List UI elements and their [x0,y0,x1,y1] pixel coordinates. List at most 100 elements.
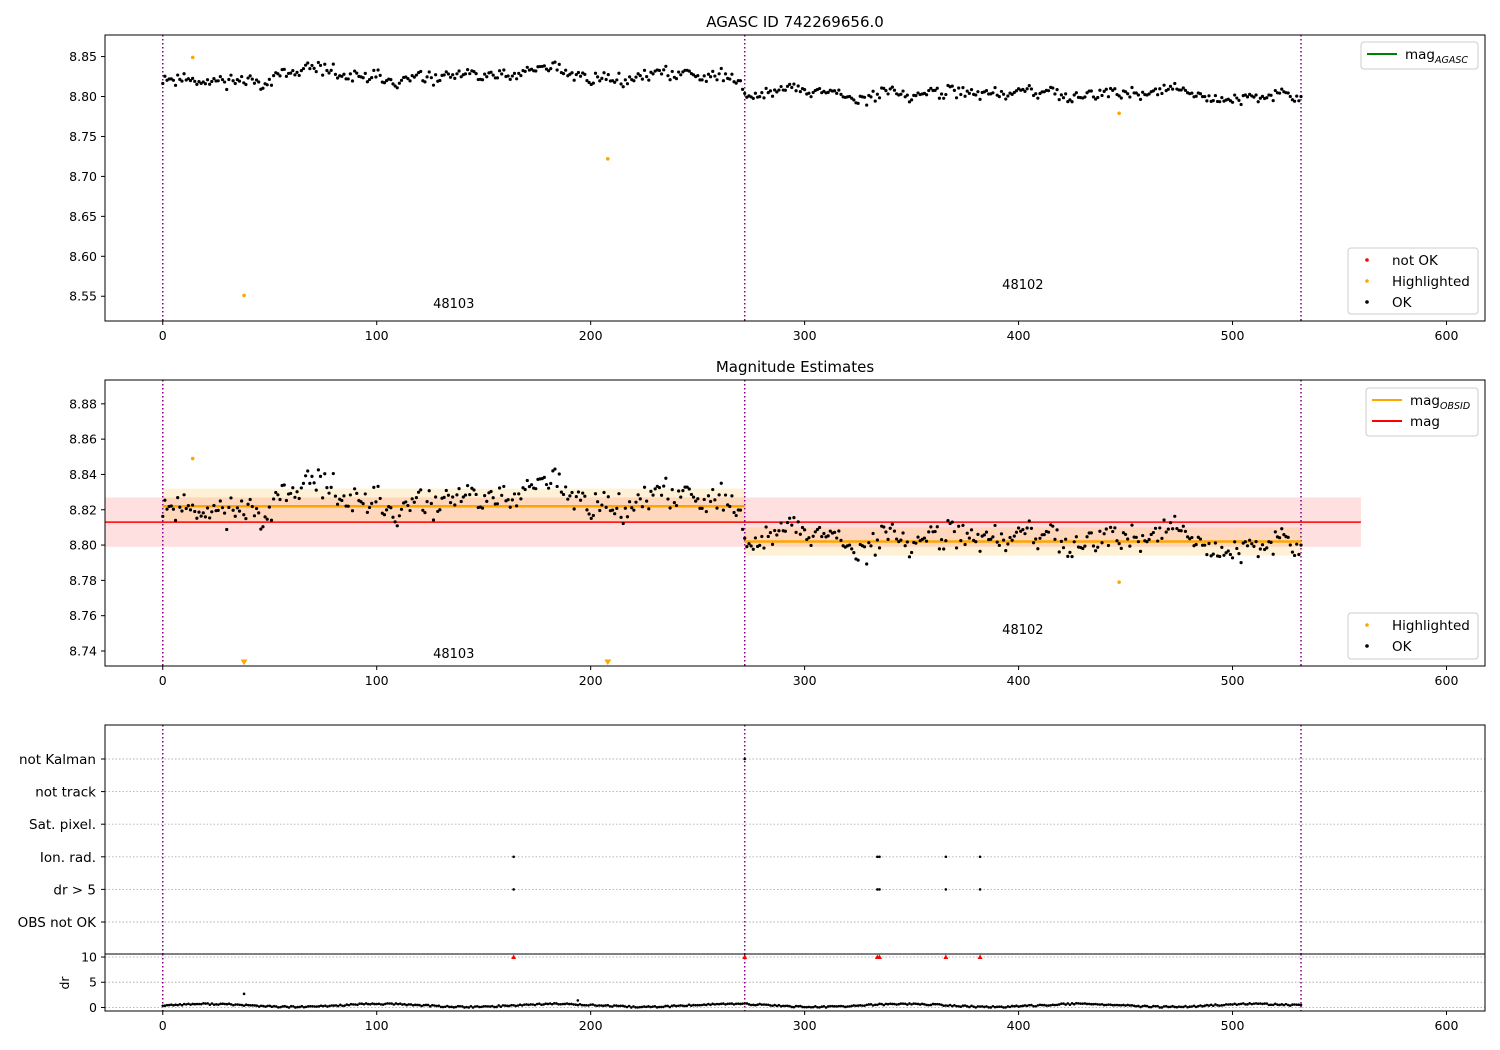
mag-ok-point [694,499,698,503]
mag-ok-point [506,498,510,502]
mag-ok-point [1171,527,1175,531]
dr-point [957,1004,960,1008]
dr-point [779,1004,783,1008]
dr-point [657,1005,661,1009]
mag-ok-point [474,492,478,497]
dr-point [837,1004,841,1008]
mag-ok-point [1019,529,1023,533]
dr-point [722,1002,725,1005]
mag-ok-point [995,540,999,544]
agasc-ok-point [229,73,233,77]
agasc-xtick-label: 600 [1435,328,1459,343]
dr-point [1237,1002,1241,1006]
agasc-ok-point [1134,91,1138,95]
flag-label: Ion. rad. [40,850,96,866]
dr-point [1077,1002,1080,1005]
dr-point [717,1002,721,1006]
agasc-ok-point [1288,94,1292,99]
dr-point [848,1005,851,1008]
dr-point [833,1005,836,1008]
dr-point [499,1005,503,1008]
agasc-ok-point [623,78,627,82]
dr-point [463,1006,466,1009]
dr-point [1040,1003,1044,1007]
mag-ok-point [1098,529,1102,533]
dr-point [698,1003,702,1007]
mag-ok-point [1162,518,1166,522]
mag-ok-point [674,503,679,508]
agasc-ok-point [890,85,894,89]
mag-ok-point [163,498,167,502]
dr-point [358,1002,361,1005]
mag-status-legend-marker [1365,644,1369,648]
dr-point [1162,1005,1166,1008]
mag-ok-point [259,527,263,531]
agasc-ok-point [803,88,807,92]
dr-point [878,1002,881,1006]
dr-point [1132,1004,1136,1008]
agasc-ok-point [197,80,201,84]
dr-point [796,1004,800,1008]
mag-ok-point [954,546,959,550]
agasc-ok-point [340,74,344,78]
agasc-ok-point [1243,93,1247,97]
mag-xtick-label: 100 [365,673,389,688]
mag-ok-point [1117,542,1121,546]
agasc-ok-point [796,84,800,88]
dr-point [242,992,246,996]
dr-point [940,1003,943,1007]
dr-point [1128,1004,1132,1007]
dr-point [210,1002,214,1005]
dr-point [841,1004,845,1008]
mag-ok-point [191,503,195,507]
agasc-ok-point [1012,90,1016,95]
mag-ytick-label: 8.88 [69,396,97,411]
agasc-ok-point [485,75,489,79]
dr-point [1053,1003,1057,1007]
dr-point [1051,1003,1055,1007]
agasc-ok-point [429,76,433,80]
mag-ok-point [1286,535,1290,539]
dr-point [435,1004,438,1008]
mag-ok-point [585,508,589,512]
mag-ok-point [372,485,376,489]
dr-point [454,1005,458,1009]
mag-ok-point [527,485,532,489]
mag-ok-point [1111,529,1115,534]
mag-ok-point [647,507,651,511]
dr-point [176,1003,180,1007]
agasc-ok-point [1173,81,1177,86]
mag-ok-point [805,537,809,542]
dr-point [540,1003,543,1007]
agasc-ok-point [1258,96,1262,100]
dr-point [274,1005,278,1008]
dr-point [535,1002,539,1006]
agasc-ok-point [515,77,519,81]
mag-ok-point [651,493,655,497]
dr-point [249,1004,252,1007]
dr-point [219,1002,222,1006]
mag-ok-point [331,471,335,476]
mag-ok-point [1042,533,1046,537]
dr-point [775,1004,779,1008]
mag-ok-point [685,485,689,489]
mag-ok-point [775,533,779,537]
mag-ok-point [1194,542,1198,547]
agasc-ok-point [459,75,463,79]
agasc-ok-point [335,76,340,80]
agasc-ok-point [768,89,772,93]
agasc-ok-point [969,88,974,92]
dr-point [326,1005,329,1008]
dr-point [285,1005,289,1009]
dr-point [711,1002,714,1006]
dr-point [1070,1002,1074,1005]
dr-point [1192,1004,1196,1008]
dr-point [702,1003,706,1006]
agasc-ok-point [1218,100,1222,104]
mag-ok-point [630,506,634,510]
dr-point [1271,1003,1275,1007]
mag-ok-point [815,527,820,532]
mag-ok-point [240,499,244,503]
agasc-ok-point [353,69,357,73]
mag-ok-point [515,504,519,508]
